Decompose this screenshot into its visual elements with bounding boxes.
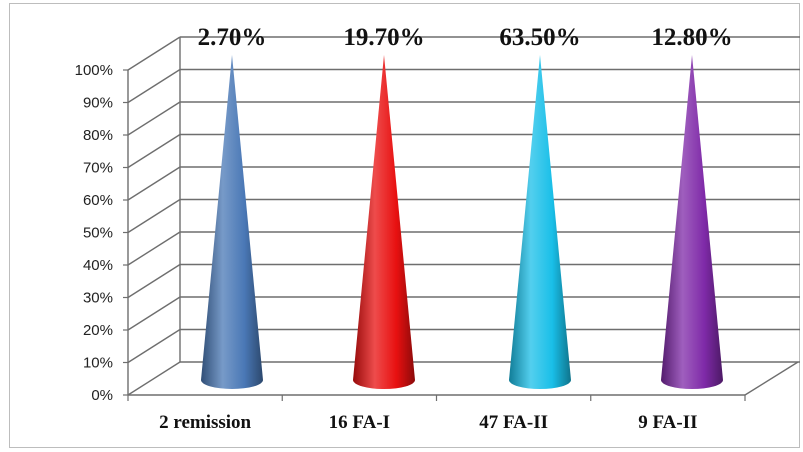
gridline-side [127, 68, 181, 104]
y-tick-label: 40% [83, 257, 113, 274]
y-tick-label: 50% [83, 225, 113, 242]
category-label: 16 FA-I [329, 412, 390, 433]
y-tick-label: 90% [83, 95, 113, 112]
data-label: 19.70% [343, 24, 424, 51]
y-axis-ticks: 0% 10% 20% 30% 40% 50% 60% 70% 80% 90% 100% [75, 62, 113, 404]
y-tick-label: 100% [75, 62, 113, 79]
axes [123, 69, 799, 401]
cone-3 [509, 55, 571, 389]
y-tick-label: 80% [83, 127, 113, 144]
data-label: 2.70% [198, 24, 267, 51]
category-labels: 2 remission 16 FA-I 47 FA-II 9 FA-II [159, 412, 697, 433]
y-tick-label: 70% [83, 160, 113, 177]
gridline-side [127, 166, 181, 201]
y-tick-label: 20% [83, 322, 113, 339]
cone-1 [201, 55, 263, 389]
gridline-side [127, 361, 181, 396]
cone-2 [353, 55, 415, 389]
data-label: 12.80% [651, 24, 732, 51]
cones [201, 55, 723, 389]
gridline-side [127, 231, 181, 266]
data-labels: 2.70% 19.70% 63.50% 12.80% [198, 24, 733, 51]
gridline-side [127, 36, 181, 71]
cone-4 [661, 55, 723, 389]
gridline-side [127, 263, 181, 299]
gridline-side [127, 328, 181, 364]
gridline-side [127, 133, 181, 169]
category-label: 9 FA-II [638, 412, 697, 433]
y-tick-label: 0% [91, 387, 113, 404]
data-label: 63.50% [499, 24, 580, 51]
y-tick-label: 10% [83, 355, 113, 372]
category-label: 47 FA-II [479, 412, 548, 433]
y-tick-label: 60% [83, 192, 113, 209]
gridline-side [127, 101, 181, 136]
gridline-side [127, 198, 181, 234]
gridline-side [127, 296, 181, 331]
y-tick-label: 30% [83, 290, 113, 307]
floor-edge [744, 361, 799, 396]
category-label: 2 remission [159, 412, 251, 433]
